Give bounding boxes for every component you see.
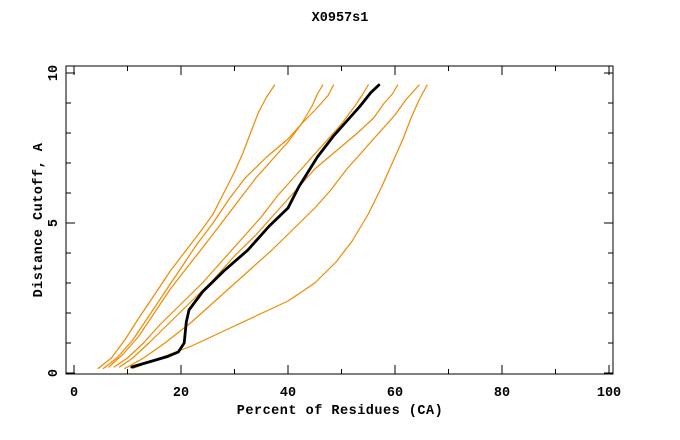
chart-title: X0957s1 bbox=[311, 11, 369, 26]
series-line-orange-5 bbox=[118, 84, 399, 368]
x-tick-label: 60 bbox=[387, 386, 403, 401]
series-line-black bbox=[130, 83, 381, 369]
plot-border bbox=[65, 65, 614, 375]
x-tick-label: 80 bbox=[494, 386, 510, 401]
x-tick-label: 100 bbox=[597, 386, 621, 401]
y-tick-label: 10 bbox=[47, 65, 62, 81]
x-axis-label: Percent of Residues (CA) bbox=[236, 404, 444, 419]
x-tick-label: 40 bbox=[280, 386, 296, 401]
x-tick-label: 0 bbox=[70, 386, 78, 401]
y-tick-label: 0 bbox=[47, 369, 62, 377]
series-line-orange-1 bbox=[97, 84, 276, 370]
y-tick-label: 5 bbox=[47, 219, 62, 227]
series-line-orange-4 bbox=[113, 84, 369, 368]
x-tick-label: 20 bbox=[173, 386, 189, 401]
series-line-orange-2 bbox=[102, 84, 324, 370]
series-line-orange-7 bbox=[132, 84, 428, 370]
series-line-orange-6 bbox=[124, 84, 420, 370]
series-line-orange-3 bbox=[108, 84, 335, 368]
